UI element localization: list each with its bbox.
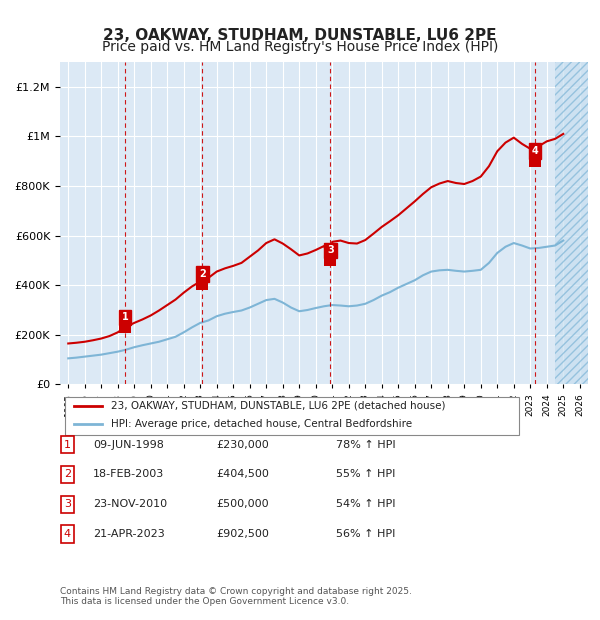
Bar: [555, 62, 588, 384]
Text: 2: 2: [199, 269, 206, 279]
Text: £500,000: £500,000: [216, 499, 269, 509]
Text: 1: 1: [64, 440, 71, 450]
Text: 1: 1: [122, 312, 128, 322]
Text: £230,000: £230,000: [216, 440, 269, 450]
Text: 18-FEB-2003: 18-FEB-2003: [93, 469, 164, 479]
Text: 2: 2: [64, 469, 71, 479]
Text: 55% ↑ HPI: 55% ↑ HPI: [336, 469, 395, 479]
Text: HPI: Average price, detached house, Central Bedfordshire: HPI: Average price, detached house, Cent…: [112, 419, 413, 429]
Text: 78% ↑ HPI: 78% ↑ HPI: [336, 440, 395, 450]
Text: Price paid vs. HM Land Registry's House Price Index (HPI): Price paid vs. HM Land Registry's House …: [102, 40, 498, 55]
FancyBboxPatch shape: [61, 495, 74, 513]
FancyBboxPatch shape: [65, 397, 518, 435]
Text: 4: 4: [532, 146, 539, 156]
Text: 21-APR-2023: 21-APR-2023: [93, 529, 165, 539]
Text: 23-NOV-2010: 23-NOV-2010: [93, 499, 167, 509]
FancyBboxPatch shape: [61, 436, 74, 453]
FancyBboxPatch shape: [61, 466, 74, 483]
Text: 23, OAKWAY, STUDHAM, DUNSTABLE, LU6 2PE (detached house): 23, OAKWAY, STUDHAM, DUNSTABLE, LU6 2PE …: [112, 401, 446, 411]
Text: 4: 4: [64, 529, 71, 539]
Text: 56% ↑ HPI: 56% ↑ HPI: [336, 529, 395, 539]
Text: 54% ↑ HPI: 54% ↑ HPI: [336, 499, 395, 509]
Text: £404,500: £404,500: [216, 469, 269, 479]
FancyBboxPatch shape: [61, 525, 74, 542]
Text: £902,500: £902,500: [216, 529, 269, 539]
Text: 3: 3: [64, 499, 71, 509]
Text: Contains HM Land Registry data © Crown copyright and database right 2025.
This d: Contains HM Land Registry data © Crown c…: [60, 587, 412, 606]
Text: 09-JUN-1998: 09-JUN-1998: [93, 440, 164, 450]
Text: 23, OAKWAY, STUDHAM, DUNSTABLE, LU6 2PE: 23, OAKWAY, STUDHAM, DUNSTABLE, LU6 2PE: [103, 28, 497, 43]
Text: 3: 3: [327, 246, 334, 255]
